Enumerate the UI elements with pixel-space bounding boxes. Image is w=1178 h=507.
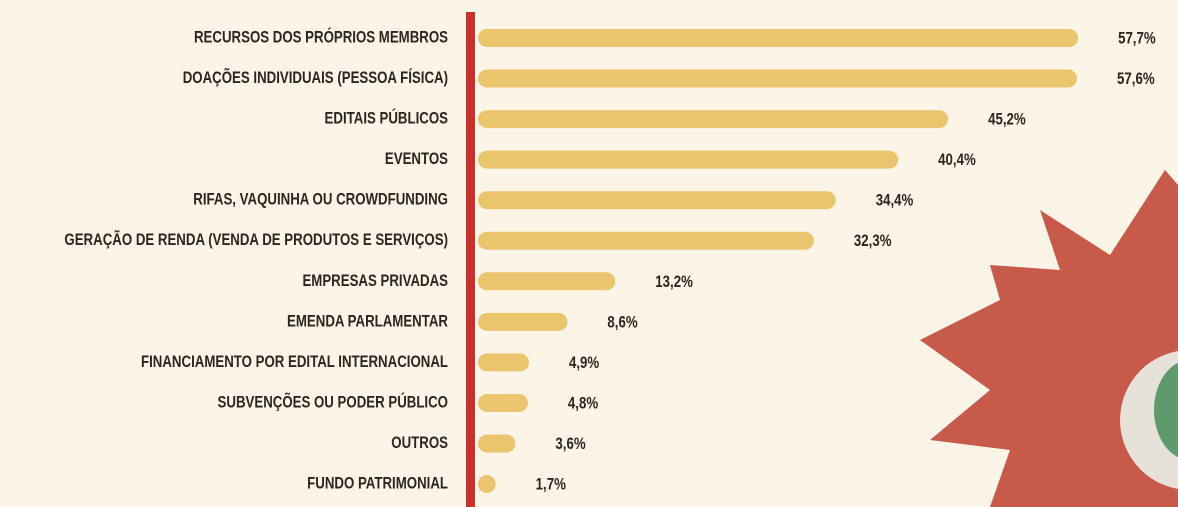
category-label: OUTROS: [391, 433, 448, 452]
category-label: EDITAIS PÚBLICOS: [325, 108, 448, 128]
page: {"chart_data": {"type": "bar", "orientat…: [0, 0, 1178, 507]
value-label: 45,2%: [988, 110, 1026, 129]
category-label: EMPRESAS PRIVADAS: [302, 271, 448, 290]
category-label: GERAÇÃO DE RENDA (VENDA DE PRODUTOS E SE…: [64, 230, 448, 250]
bar: [478, 272, 615, 290]
category-label: FINANCIAMENTO POR EDITAL INTERNACIONAL: [141, 352, 448, 371]
category-label: RECURSOS DOS PRÓPRIOS MEMBROS: [194, 27, 448, 47]
value-label: 8,6%: [607, 313, 638, 332]
bar: [478, 70, 1077, 88]
value-label: 4,9%: [569, 353, 600, 372]
value-label: 4,8%: [568, 394, 599, 413]
value-label: 32,3%: [854, 232, 892, 251]
category-label: SUBVENÇÕES OU PODER PÚBLICO: [218, 392, 449, 412]
bar: [478, 435, 515, 453]
bar: [478, 353, 529, 371]
category-label: DOAÇÕES INDIVIDUAIS (PESSOA FÍSICA): [183, 67, 448, 87]
bar: [478, 394, 528, 412]
bar: [478, 313, 567, 331]
bar: [478, 232, 814, 250]
bar: [478, 29, 1078, 47]
category-label: EMENDA PARLAMENTAR: [287, 312, 448, 331]
bar: [478, 191, 836, 209]
bar: [478, 151, 898, 169]
value-label: 40,4%: [938, 151, 976, 170]
value-label: 1,7%: [536, 475, 567, 494]
category-label: RIFAS, VAQUINHA OU CROWDFUNDING: [193, 190, 448, 209]
value-label: 3,6%: [555, 434, 586, 453]
category-label: FUNDO PATRIMONIAL: [307, 474, 448, 493]
value-label: 13,2%: [655, 272, 693, 291]
bar: [478, 110, 948, 128]
value-label: 34,4%: [876, 191, 914, 210]
value-label: 57,6%: [1117, 70, 1155, 89]
value-label: 57,7%: [1118, 29, 1156, 48]
axis-line: [466, 12, 475, 507]
decoration: [920, 170, 1178, 507]
bar: [478, 475, 496, 493]
chart: RECURSOS DOS PRÓPRIOS MEMBROS 57,7% DOAÇÕE…: [0, 0, 1178, 507]
category-label: EVENTOS: [385, 150, 448, 169]
